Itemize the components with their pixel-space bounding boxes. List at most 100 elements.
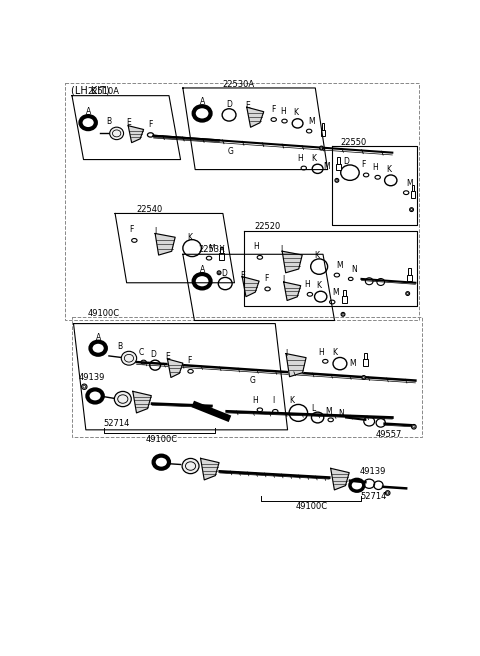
Text: I: I <box>285 349 287 358</box>
Circle shape <box>83 385 85 388</box>
Text: H: H <box>305 280 311 289</box>
Text: B: B <box>117 342 122 351</box>
Circle shape <box>411 424 416 429</box>
Ellipse shape <box>114 392 131 407</box>
Text: H: H <box>319 348 324 357</box>
Text: N: N <box>351 265 357 274</box>
Ellipse shape <box>121 352 137 365</box>
Text: F: F <box>187 356 191 365</box>
Bar <box>363 359 368 366</box>
Circle shape <box>410 209 412 211</box>
Polygon shape <box>155 234 175 255</box>
Circle shape <box>407 293 408 295</box>
Text: H: H <box>252 396 258 405</box>
Ellipse shape <box>110 127 123 140</box>
Text: C: C <box>139 348 144 357</box>
Text: I: I <box>282 275 284 284</box>
Text: L: L <box>312 404 316 413</box>
Polygon shape <box>128 126 144 142</box>
Circle shape <box>321 147 323 149</box>
Bar <box>408 268 410 275</box>
Bar <box>407 275 411 281</box>
Text: G: G <box>249 376 255 385</box>
Text: H: H <box>297 154 303 163</box>
Text: E: E <box>165 352 170 361</box>
Text: D: D <box>343 157 349 167</box>
Text: 49139: 49139 <box>360 467 386 476</box>
Bar <box>72 318 422 437</box>
Polygon shape <box>242 277 259 297</box>
Text: 52714: 52714 <box>104 419 130 428</box>
Text: K: K <box>294 108 299 117</box>
Bar <box>321 130 325 136</box>
Text: H: H <box>253 242 259 251</box>
Text: E: E <box>245 101 250 110</box>
Text: K: K <box>317 281 322 291</box>
Text: 52714: 52714 <box>360 491 386 501</box>
Circle shape <box>386 492 389 494</box>
Circle shape <box>335 178 339 182</box>
Circle shape <box>218 272 220 274</box>
Bar <box>342 296 347 302</box>
Text: 49557: 49557 <box>375 430 402 439</box>
Text: I: I <box>280 245 283 254</box>
Circle shape <box>413 426 415 428</box>
Text: M: M <box>325 407 332 416</box>
Text: 22530A: 22530A <box>222 79 254 89</box>
Text: K: K <box>187 233 192 242</box>
Circle shape <box>336 179 338 181</box>
Bar <box>412 185 414 192</box>
Bar <box>219 253 224 260</box>
Text: M: M <box>324 162 330 171</box>
Text: A: A <box>96 333 101 342</box>
Text: I: I <box>272 396 274 405</box>
Ellipse shape <box>182 459 199 474</box>
Polygon shape <box>168 359 183 377</box>
Text: 22550: 22550 <box>341 138 367 147</box>
Circle shape <box>385 491 390 495</box>
Bar <box>411 192 415 198</box>
Circle shape <box>341 312 345 316</box>
Text: M: M <box>332 288 338 297</box>
Text: 49100C: 49100C <box>295 502 327 510</box>
Bar <box>364 353 367 359</box>
Bar <box>343 290 346 296</box>
Bar <box>220 247 223 253</box>
Text: (LH KIT): (LH KIT) <box>71 85 110 95</box>
Text: F: F <box>129 225 133 234</box>
Text: M: M <box>208 243 215 253</box>
Polygon shape <box>284 282 300 300</box>
Circle shape <box>362 375 366 379</box>
Text: H: H <box>280 106 286 115</box>
Text: N: N <box>338 409 344 418</box>
Circle shape <box>363 377 365 379</box>
Bar <box>336 164 341 170</box>
Polygon shape <box>133 392 151 413</box>
Text: I: I <box>154 227 156 236</box>
Text: 22540: 22540 <box>137 205 163 214</box>
Polygon shape <box>331 468 349 490</box>
Text: E: E <box>127 118 132 127</box>
Text: G: G <box>228 148 234 156</box>
Circle shape <box>320 146 324 150</box>
Text: 2253X: 2253X <box>198 245 225 254</box>
Text: K: K <box>290 396 295 405</box>
Text: B: B <box>107 117 111 127</box>
Circle shape <box>342 314 344 316</box>
Text: K: K <box>311 154 316 163</box>
Text: F: F <box>271 105 275 114</box>
Text: A: A <box>85 106 91 115</box>
Text: D: D <box>221 269 228 278</box>
Bar <box>65 83 419 319</box>
Bar <box>337 157 340 164</box>
Text: A: A <box>200 97 205 106</box>
Text: H: H <box>372 163 378 172</box>
Text: K: K <box>332 348 337 357</box>
Bar <box>322 123 324 130</box>
Polygon shape <box>286 354 306 377</box>
Circle shape <box>82 384 87 390</box>
Text: M: M <box>406 179 412 188</box>
Text: D: D <box>226 100 232 109</box>
Polygon shape <box>247 107 264 127</box>
Text: M: M <box>336 260 343 270</box>
